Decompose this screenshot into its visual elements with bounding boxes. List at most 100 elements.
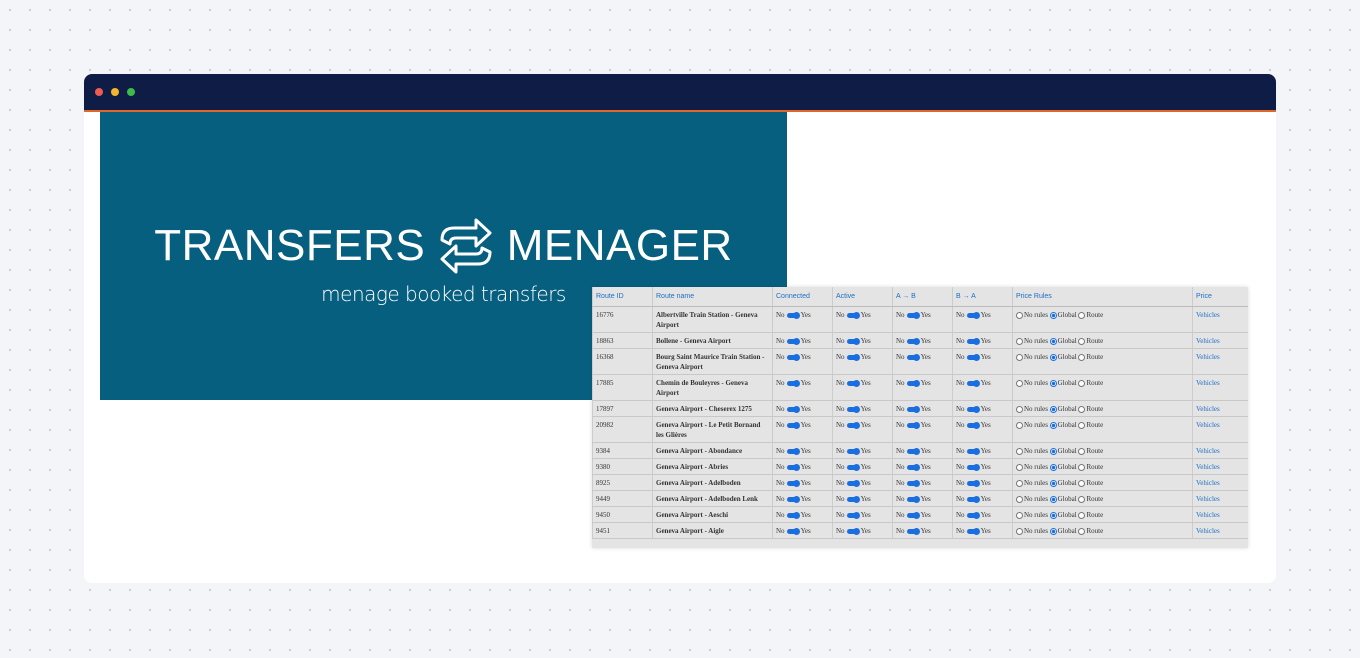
toggle-on-label: Yes [920, 311, 931, 319]
toggle-off-label: No [956, 495, 965, 503]
radio-label: Route [1086, 463, 1104, 471]
radio-label: Route [1086, 379, 1104, 387]
radio-label: No rules [1024, 337, 1048, 345]
toggle-cell: No Yes [952, 306, 1013, 333]
toggle-on-label: Yes [980, 527, 991, 535]
radio [1016, 495, 1023, 503]
radio [1049, 447, 1057, 455]
toggle-off-label: No [836, 421, 845, 429]
radio-label: Route [1086, 527, 1104, 535]
toggle-off-label: No [896, 463, 905, 471]
radio [1016, 353, 1023, 361]
price-rules-cell: No rules Global Route [1012, 374, 1193, 401]
toggle-on-label: Yes [920, 463, 931, 471]
price-link: Vehicles [1192, 416, 1248, 443]
window-bar [84, 74, 1276, 112]
logo-right: MENAGER [506, 221, 733, 270]
table-row: 17885 Chemin de Bouleyres - Geneva Airpor… [592, 374, 1248, 401]
radio-label: Route [1086, 421, 1104, 429]
radio [1016, 337, 1023, 345]
table-body: 16776 Albertville Train Station - Geneva … [592, 306, 1248, 539]
radio [1016, 463, 1023, 471]
toggle-switch [786, 495, 800, 503]
radio [1078, 463, 1086, 471]
toggle-on-label: Yes [860, 479, 871, 487]
toggle-off-label: No [776, 479, 785, 487]
toggle-switch [786, 337, 800, 345]
toggle-off-label: No [836, 447, 845, 455]
table-row: 9449 Geneva Airport - Adelboden Lenk No Yes… [592, 490, 1248, 507]
column-header: Active [832, 287, 893, 307]
toggle-off-label: No [956, 405, 965, 413]
toggle-off-label: No [956, 421, 965, 429]
toggle-switch [906, 353, 920, 361]
radio [1049, 511, 1057, 519]
toggle-cell: No Yes [832, 416, 893, 443]
toggle-on-label: Yes [920, 337, 931, 345]
route-name: Bourg Saint Maurice Train Station - Gene… [652, 348, 773, 375]
radio [1049, 311, 1057, 319]
price-link: Vehicles [1192, 474, 1248, 491]
toggle-on-label: Yes [980, 405, 991, 413]
toggle-switch [846, 527, 860, 535]
toggle-switch [906, 405, 920, 413]
toggle-off-label: No [896, 337, 905, 345]
toggle-cell: No Yes [772, 522, 833, 539]
toggle-on-label: Yes [800, 511, 811, 519]
toggle-off-label: No [896, 527, 905, 535]
route-id: 16776 [592, 306, 653, 333]
subtitle: menage booked transfers [321, 282, 566, 306]
toggle-on-label: Yes [980, 511, 991, 519]
toggle-cell: No Yes [772, 474, 833, 491]
logo-left: TRANSFERS [154, 221, 426, 270]
price-link: Vehicles [1192, 458, 1248, 475]
toggle-on-label: Yes [980, 311, 991, 319]
toggle-off-label: No [836, 379, 845, 387]
radio-label: Global [1057, 463, 1077, 471]
toggle-on-label: Yes [920, 405, 931, 413]
table-row: 9450 Geneva Airport - Aeschi No Yes No Yes No Y… [592, 506, 1248, 523]
toggle-on-label: Yes [800, 405, 811, 413]
route-id: 9449 [592, 490, 653, 507]
price-rules-cell: No rules Global Route [1012, 332, 1193, 349]
toggle-switch [966, 311, 980, 319]
toggle-cell: No Yes [892, 332, 953, 349]
toggle-cell: No Yes [832, 458, 893, 475]
toggle-off-label: No [956, 353, 965, 361]
price-rules-cell: No rules Global Route [1012, 522, 1193, 539]
radio [1049, 463, 1057, 471]
table-row: 16776 Albertville Train Station - Geneva … [592, 306, 1248, 333]
toggle-off-label: No [776, 405, 785, 413]
toggle-cell: No Yes [952, 490, 1013, 507]
toggle-on-label: Yes [980, 463, 991, 471]
toggle-switch [966, 495, 980, 503]
radio-label: No rules [1024, 353, 1048, 361]
toggle-off-label: No [836, 495, 845, 503]
toggle-off-label: No [776, 379, 785, 387]
radio-label: No rules [1024, 495, 1048, 503]
toggle-cell: No Yes [772, 348, 833, 375]
toggle-off-label: No [776, 463, 785, 471]
toggle-switch [966, 353, 980, 361]
toggle-off-label: No [956, 463, 965, 471]
toggle-cell: No Yes [952, 442, 1013, 459]
toggle-cell: No Yes [832, 442, 893, 459]
toggle-switch [906, 379, 920, 387]
route-name: Geneva Airport - Cheserex 1275 [652, 400, 773, 417]
route-id: 17885 [592, 374, 653, 401]
toggle-cell: No Yes [772, 374, 833, 401]
toggle-off-label: No [956, 337, 965, 345]
radio-label: Route [1086, 511, 1104, 519]
table-row: 9451 Geneva Airport - Aigle No Yes No Yes No Ye… [592, 522, 1248, 539]
column-header: A → B [892, 287, 953, 307]
route-id: 9451 [592, 522, 653, 539]
toggle-switch [846, 337, 860, 345]
radio-label: No rules [1024, 511, 1048, 519]
radio [1049, 353, 1057, 361]
radio-label: Route [1086, 311, 1104, 319]
table-row: 9380 Geneva Airport - Abries No Yes No Yes No Y… [592, 458, 1248, 475]
toggle-switch [786, 311, 800, 319]
radio [1078, 337, 1086, 345]
route-id: 9450 [592, 506, 653, 523]
